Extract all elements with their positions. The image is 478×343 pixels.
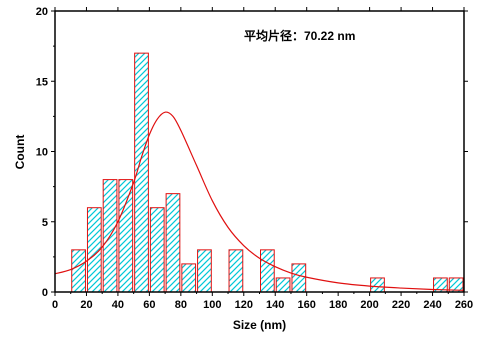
y-tick-label: 20 [36,6,48,18]
x-tick-label: 20 [80,299,92,311]
histogram-bar [275,277,291,293]
histogram-bar [228,249,244,293]
x-tick-label: 220 [392,299,410,311]
annotation-mean-size: 平均片径：70.22 nm [244,28,355,43]
y-tick-label: 5 [42,217,48,229]
x-tick-label: 200 [360,299,378,311]
histogram-bar [197,249,212,293]
x-tick-label: 260 [455,299,473,311]
tick-marks: 0 20 40 60 80 100 120 140 160 180 200 220 240 260 0 5 10… [36,6,473,311]
histogram-bar [71,249,86,293]
histogram-bar [149,207,165,293]
x-axis-title: Size (nm) [233,318,286,332]
y-axis-title: Count [13,135,27,170]
histogram-bar [165,193,181,293]
x-tick-label: 40 [112,299,124,311]
x-tick-label: 60 [143,299,155,311]
x-tick-label: 140 [266,299,284,311]
x-tick-label: 100 [203,299,221,311]
x-tick-label: 240 [423,299,441,311]
histogram-bars [71,52,464,293]
x-tick-label: 80 [175,299,187,311]
y-tick-label: 15 [36,76,48,88]
fit-curve-line [55,111,464,291]
histogram-bar [370,277,385,293]
y-tick-label: 0 [42,287,48,299]
histogram-bar [291,263,307,293]
y-tick-label: 10 [36,147,48,159]
histogram-bar [118,179,134,293]
x-tick-label: 160 [298,299,316,311]
x-tick-label: 120 [235,299,253,311]
x-tick-label: 0 [52,299,58,311]
x-tick-label: 180 [329,299,347,311]
histogram-bar [181,263,197,293]
fit-curve-group [55,111,464,291]
histogram-bar [260,249,275,293]
